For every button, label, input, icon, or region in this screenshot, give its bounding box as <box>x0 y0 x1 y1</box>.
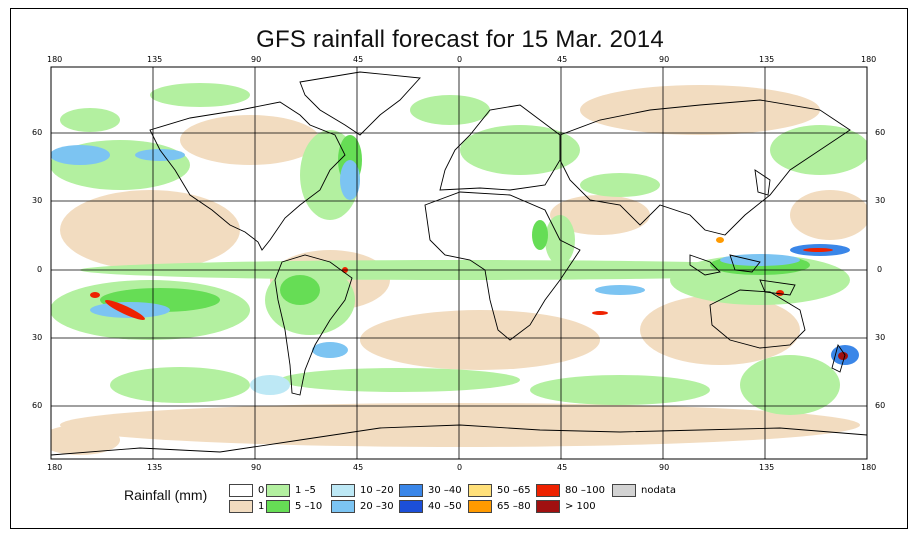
legend-label: 80 –100 <box>565 485 605 496</box>
legend-swatch-4 <box>331 484 355 497</box>
legend-label: 1 <box>258 501 265 512</box>
map-border <box>50 66 868 460</box>
lon-tick-bottom: 135 <box>759 463 775 472</box>
legend-label: 50 –65 <box>497 485 531 496</box>
legend-label: 5 –10 <box>295 501 323 512</box>
lat-tick-left: 30 <box>32 333 43 342</box>
legend-swatch-5 <box>331 500 355 513</box>
legend-swatch-3 <box>266 500 290 513</box>
lat-tick-right: 60 <box>875 128 886 137</box>
legend-swatch-12 <box>612 484 636 497</box>
lon-tick-top: 180 <box>47 55 63 64</box>
legend-label: 1 –5 <box>295 485 316 496</box>
legend-swatch-2 <box>266 484 290 497</box>
lon-tick-bottom: 45 <box>557 463 568 472</box>
legend-swatch-10 <box>536 484 560 497</box>
map-title: GFS rainfall forecast for 15 Mar. 2014 <box>256 26 664 53</box>
legend-label: 30 –40 <box>428 485 462 496</box>
lon-tick-top: 0 <box>457 55 463 64</box>
rain-10-40mm-zones <box>51 145 859 395</box>
lon-tick-top: 135 <box>759 55 775 64</box>
lon-tick-top: 45 <box>353 55 364 64</box>
legend-swatch-6 <box>399 484 423 497</box>
graticule <box>51 67 867 459</box>
legend-swatch-1 <box>229 500 253 513</box>
legend-label: 65 –80 <box>497 501 531 512</box>
legend-label: 20 –30 <box>360 501 394 512</box>
lat-tick-right: 0 <box>877 265 883 274</box>
lat-tick-left: 60 <box>32 128 43 137</box>
lon-tick-bottom: 135 <box>147 463 163 472</box>
legend-label: nodata <box>641 485 676 496</box>
lat-tick-right: 30 <box>875 196 886 205</box>
rain-heavy-spots <box>90 237 848 360</box>
coastlines <box>51 71 867 456</box>
lat-tick-right: 30 <box>875 333 886 342</box>
lat-tick-left: 30 <box>32 196 43 205</box>
legend-label: 40 –50 <box>428 501 462 512</box>
lon-tick-bottom: 90 <box>659 463 670 472</box>
legend-swatch-9 <box>468 500 492 513</box>
legend-swatch-11 <box>536 500 560 513</box>
lon-tick-bottom: 180 <box>47 463 63 472</box>
lat-tick-left: 0 <box>37 265 43 274</box>
lon-tick-bottom: 0 <box>457 463 463 472</box>
lon-tick-top: 90 <box>659 55 670 64</box>
lon-tick-top: 45 <box>557 55 568 64</box>
lon-tick-bottom: 45 <box>353 463 364 472</box>
lon-tick-top: 135 <box>147 55 163 64</box>
legend-swatch-7 <box>399 500 423 513</box>
lon-tick-top: 90 <box>251 55 262 64</box>
lat-tick-left: 60 <box>32 401 43 410</box>
legend-swatch-0 <box>229 484 253 497</box>
legend-swatch-8 <box>468 484 492 497</box>
legend-label: 10 –20 <box>360 485 394 496</box>
legend-label: > 100 <box>565 501 596 512</box>
lon-tick-bottom: 180 <box>861 463 877 472</box>
legend-label: 0 <box>258 485 265 496</box>
lon-tick-top: 180 <box>861 55 877 64</box>
lon-tick-bottom: 90 <box>251 463 262 472</box>
lat-tick-right: 60 <box>875 401 886 410</box>
legend-title: Rainfall (mm) <box>124 487 208 503</box>
